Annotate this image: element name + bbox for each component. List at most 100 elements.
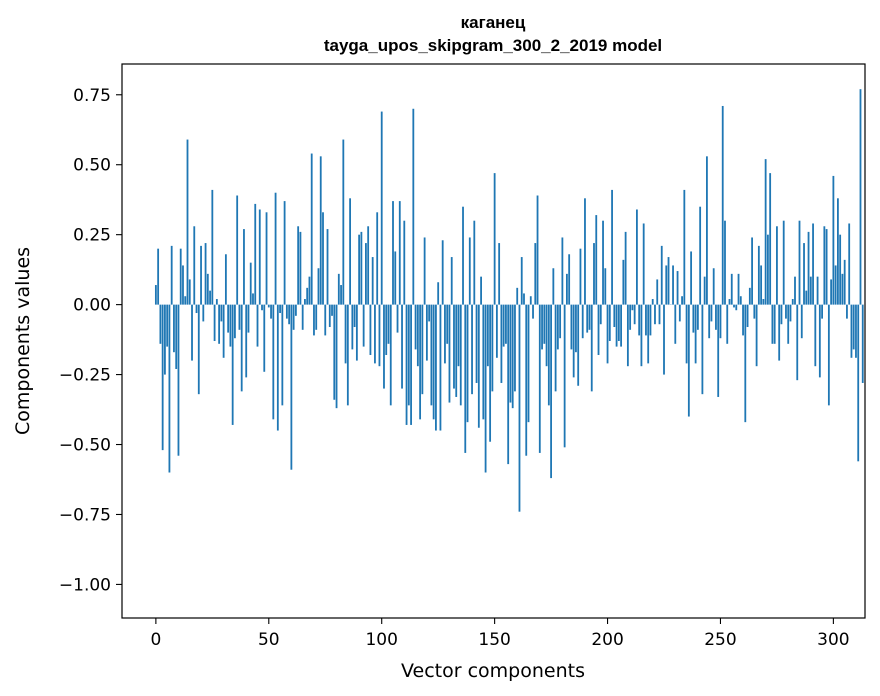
bar [617,304,620,341]
bar [157,248,160,305]
bar [611,189,613,305]
bar [584,198,586,305]
bar [525,304,528,456]
bar [398,201,401,305]
y-tick-label: −0.75 [59,505,111,525]
bar [385,304,388,355]
bar [536,195,539,305]
bar [674,304,677,344]
bar-series [154,89,864,512]
bar [202,304,205,322]
bar [446,304,449,344]
bar [265,212,268,305]
bar [168,304,171,473]
x-tick-label: 150 [478,630,510,650]
bar [392,201,394,305]
bar [421,304,424,395]
x-tick-label: 50 [258,630,280,650]
x-tick-label: 100 [365,630,397,650]
bar [486,304,489,367]
y-tick-label: −1.00 [59,575,111,595]
bar [238,304,241,330]
bar [821,304,823,319]
bar [362,304,365,347]
bar [556,304,559,350]
bar [471,304,473,395]
bar [322,212,324,305]
bar [173,304,175,353]
bar [276,304,279,431]
bar [516,287,519,305]
bar [396,304,399,333]
bar [317,268,320,305]
bar [577,304,580,386]
bar [706,156,708,305]
bar [636,209,638,305]
bar [746,304,749,328]
bar [455,304,458,397]
bar [218,304,221,344]
bar [830,279,833,305]
bar [493,173,496,305]
bar [852,304,855,350]
bar [432,304,435,420]
bar [279,304,281,314]
bar [654,304,656,325]
bar [215,299,218,305]
bar [500,304,503,383]
bar [378,304,381,367]
bar [624,231,627,305]
bar [604,268,607,305]
bar [613,304,616,328]
bar [730,273,733,305]
bar [575,304,577,353]
bar [658,304,661,325]
bar [690,251,693,305]
bar [812,223,814,305]
bar [776,226,778,305]
bar [299,231,302,305]
bar [719,304,722,339]
bar [823,226,826,305]
bar [161,304,164,451]
bar [175,304,178,369]
bar [742,304,744,336]
y-tick-label: 0.25 [73,226,111,246]
bar [333,304,336,400]
bar [367,226,370,305]
bar [222,304,225,358]
bar [328,304,331,328]
bar [220,304,223,322]
bar [796,304,799,381]
bar [425,304,428,361]
bar [310,153,313,305]
bar [696,304,699,330]
bar [859,89,862,305]
bar [475,304,478,383]
bar [477,304,480,428]
bar [389,304,392,406]
bar [678,304,681,322]
bar [733,304,735,308]
bar [590,304,593,392]
bar [726,304,729,344]
bar [164,304,166,375]
bar [715,304,717,330]
bar [807,231,810,305]
bar [846,304,848,319]
bar [166,304,169,347]
bar [468,237,471,305]
bar [541,304,543,350]
bar [721,105,724,305]
bar [200,245,202,305]
bar [288,304,291,325]
bar [495,304,498,358]
bar [543,304,546,344]
bar [561,237,564,305]
bar [608,304,611,341]
x-tick-label: 250 [704,630,736,650]
bar [687,304,690,417]
bar [324,304,327,336]
bar [694,304,697,364]
bar [787,304,790,344]
